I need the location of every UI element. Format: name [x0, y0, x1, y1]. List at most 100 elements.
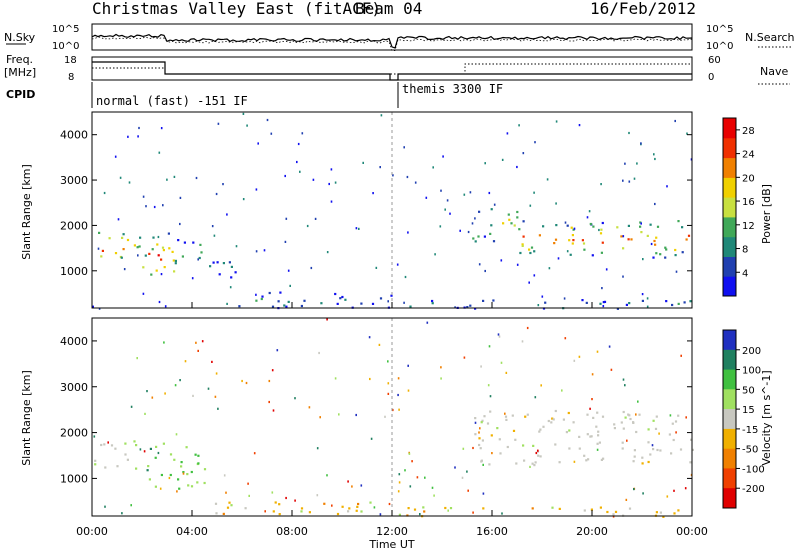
scatter-cell	[260, 297, 263, 301]
scatter-cell	[652, 256, 655, 259]
y-tick-label: 1000	[60, 472, 88, 485]
scatter-cell	[665, 248, 668, 251]
speckle-cell	[596, 448, 599, 451]
speckle-cell	[201, 340, 204, 343]
speckle-cell	[675, 270, 678, 273]
freq-unit-label: [MHz]	[4, 66, 36, 79]
scatter-cell	[490, 224, 493, 227]
scatter-cell	[160, 473, 163, 477]
scatter-cell	[285, 305, 288, 308]
nsky-tick-bottom: 10^0	[52, 41, 79, 52]
scatter-cell	[283, 304, 286, 307]
nsearch-series	[91, 36, 693, 52]
speckle-cell	[127, 135, 129, 138]
scatter-cell	[571, 242, 574, 245]
scatter-cell	[539, 428, 542, 431]
scatter-cell	[122, 248, 125, 251]
speckle-cell	[419, 513, 421, 516]
scatter-cell	[126, 458, 129, 461]
nsearch-tick-top: 10^5	[706, 24, 733, 35]
speckle-cell	[211, 360, 213, 363]
scatter-cell	[639, 225, 642, 228]
scatter-cell	[620, 235, 623, 238]
speckle-cell	[462, 447, 465, 450]
speckle-cell	[561, 389, 563, 392]
speckle-cell	[474, 217, 476, 220]
scatter-cell	[492, 240, 496, 243]
speckle-cell	[497, 333, 500, 336]
scatter-cell	[504, 415, 508, 418]
scatter-cell	[652, 419, 655, 422]
scatter-cell	[135, 467, 138, 470]
speckle-cell	[301, 132, 304, 135]
colorbar-swatch	[723, 197, 736, 218]
speckle-cell	[328, 182, 330, 186]
scatter-cell	[677, 414, 680, 417]
speckle-cell	[586, 216, 589, 219]
speckle-cell	[640, 142, 642, 145]
speckle-cell	[388, 502, 391, 506]
speckle-cell	[173, 175, 176, 178]
scatter-cell	[568, 447, 571, 450]
scatter-cell	[655, 415, 658, 418]
scatter-cell	[562, 418, 565, 421]
speckle-cell	[516, 263, 519, 266]
speckle-cell	[379, 166, 381, 169]
speckle-cell	[130, 504, 132, 507]
speckle-cell	[242, 198, 245, 201]
scatter-cell	[181, 255, 184, 258]
scatter-cell	[521, 244, 524, 247]
speckle-cell	[640, 222, 642, 225]
speckle-cell	[622, 235, 625, 238]
scatter-cell	[268, 291, 271, 295]
speckle-cell	[573, 359, 576, 362]
scatter-cell	[654, 243, 657, 246]
speckle-cell	[146, 390, 148, 393]
speckle-cell	[158, 151, 161, 154]
speckle-cell	[296, 160, 298, 164]
speckle-cell	[566, 250, 569, 253]
speckle-cell	[369, 377, 371, 381]
speckle-cell	[411, 460, 413, 463]
scatter-cell	[529, 251, 532, 255]
colorbar-swatch	[723, 276, 736, 297]
scatter-cell	[602, 301, 605, 304]
scatter-cell	[409, 305, 412, 308]
speckle-cell	[264, 510, 266, 513]
scatter-cell	[599, 302, 602, 305]
speckle-cell	[285, 496, 287, 500]
scatter-cell	[627, 238, 630, 241]
scatter-cell	[601, 415, 605, 418]
speckle-cell	[229, 286, 232, 289]
colorbar-swatch	[723, 157, 736, 178]
scatter-cell	[530, 246, 534, 249]
scatter-cell	[244, 507, 247, 510]
scatter-cell	[147, 465, 150, 468]
scatter-cell	[689, 461, 692, 464]
scatter-cell	[308, 511, 311, 514]
speckle-cell	[360, 484, 363, 487]
scatter-cell	[279, 291, 282, 294]
speckle-cell	[351, 485, 353, 488]
scatter-cell	[523, 459, 526, 462]
speckle-cell	[466, 470, 468, 473]
date-title: 16/Feb/2012	[590, 0, 696, 18]
speckle-cell	[414, 181, 417, 184]
scatter-cell	[138, 245, 141, 248]
speckle-cell	[489, 395, 492, 398]
nave-series	[92, 63, 692, 75]
scatter-cell	[413, 508, 417, 511]
speckle-cell	[641, 293, 644, 296]
scatter-cell	[272, 510, 275, 513]
speckle-cell	[268, 400, 270, 404]
scatter-cell	[303, 299, 306, 302]
scatter-cell	[586, 433, 589, 436]
scatter-cell	[597, 434, 600, 437]
speckle-cell	[297, 142, 300, 146]
scatter-cell	[531, 462, 534, 465]
speckle-cell	[316, 447, 319, 450]
colorbar-swatch	[723, 389, 736, 410]
scatter-cell	[664, 246, 667, 249]
scatter-cell	[238, 305, 241, 308]
speckle-cell	[440, 377, 442, 380]
